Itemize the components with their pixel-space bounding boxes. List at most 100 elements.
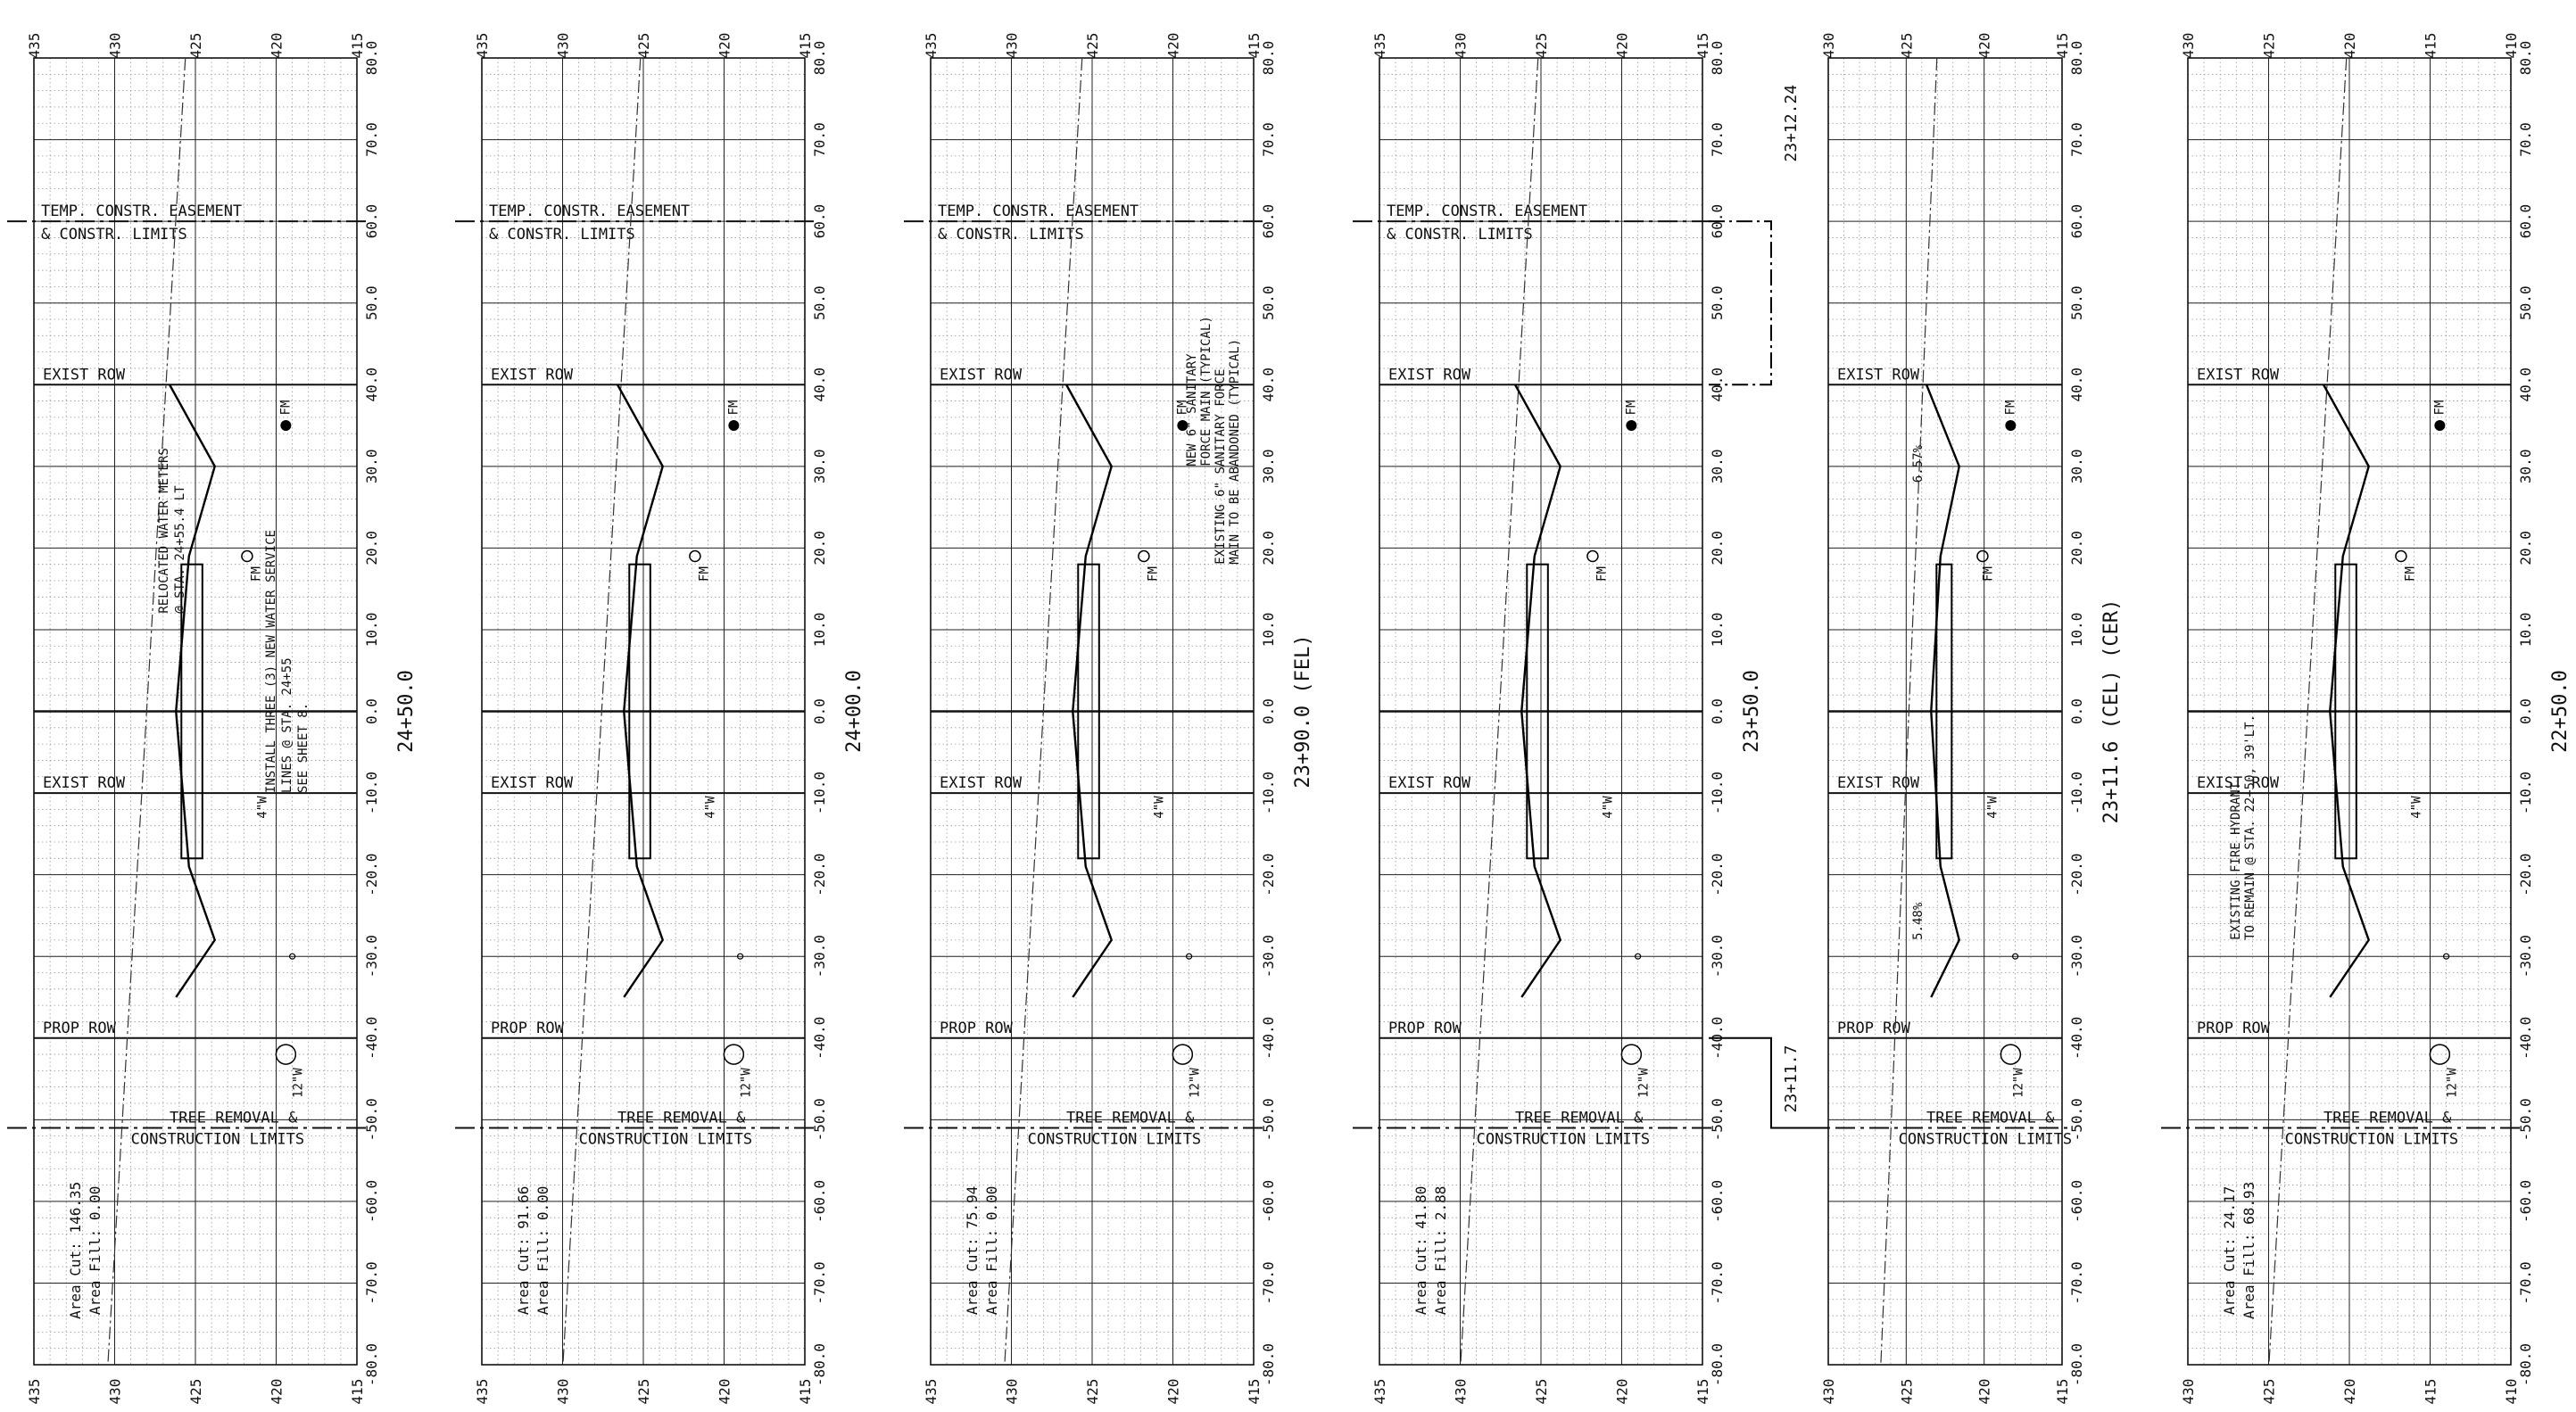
elevation-tick-label-bottom: 415 [1694, 1379, 1711, 1405]
tce-label-2: & CONSTR. LIMITS [1387, 226, 1533, 244]
elevation-tick-label-top: 410 [2503, 33, 2520, 59]
water-4in-label: 4"W [256, 796, 270, 819]
small-utility-symbol [1634, 953, 1642, 960]
exist-row-label-bottom: EXIST ROW [1388, 774, 1471, 792]
offset-tick-label: 60.0 [2068, 204, 2085, 239]
offset-tick-label: 30.0 [811, 450, 828, 484]
offset-tick-label: 20.0 [2517, 531, 2534, 566]
station-label: 23+11.6 (CEL) (CER) [2100, 599, 2123, 824]
proposed-section-line [1925, 384, 1960, 998]
offset-tick-label: -20.0 [363, 854, 380, 896]
proposed-section-line [168, 384, 217, 998]
match-line-upper [1709, 220, 1772, 386]
existing-ground-line [562, 57, 642, 1366]
note-text: RELOCATED WATER METERS [157, 448, 171, 613]
elevation-tick-label-bottom: 430 [1453, 1379, 1470, 1405]
offset-tick-label: -60.0 [1260, 1180, 1277, 1223]
water-12in-label: 12"W [291, 1068, 305, 1098]
offset-tick-label: -80.0 [1709, 1343, 1726, 1386]
offset-tick-label: -20.0 [1260, 854, 1277, 896]
prop-row-label: PROP ROW [2197, 1020, 2271, 1037]
offset-tick-label: -50.0 [363, 1098, 380, 1141]
note-text: LINES @ STA. 24+55 [280, 657, 294, 793]
offset-tick-label: -30.0 [811, 935, 828, 978]
new-force-main-symbol [1626, 420, 1637, 432]
elevation-tick-label-top: 425 [635, 33, 652, 59]
fm-label-new: FM [1175, 400, 1189, 416]
tce-label: TEMP. CONSTR. EASEMENT [1387, 202, 1587, 220]
elevation-tick-label-top: 415 [2423, 33, 2439, 59]
elevation-tick-label-top: 415 [1694, 33, 1711, 59]
offset-tick-label: 70.0 [1260, 122, 1277, 157]
elevation-tick-label-top: 415 [1246, 33, 1263, 59]
pavement-box [1935, 563, 1953, 860]
elevation-tick-label-bottom: 415 [797, 1379, 814, 1405]
station-label: 24+50.0 [395, 670, 418, 753]
offset-tick-label: -10.0 [363, 772, 380, 814]
offset-tick-label: 10.0 [2068, 613, 2085, 648]
note-text: FORCE MAIN (TYPICAL) [1199, 316, 1213, 467]
water-12in-symbol [275, 1044, 297, 1065]
elevation-tick-label-bottom: 410 [2503, 1379, 2520, 1405]
offset-tick-label: -10.0 [1709, 772, 1726, 814]
water-12in-label: 12"W [2011, 1068, 2025, 1098]
note-text: INSTALL THREE (3) NEW WATER SERVICE [264, 530, 278, 793]
offset-tick-label: 0.0 [2068, 698, 2085, 724]
offset-tick-label: -80.0 [1260, 1343, 1277, 1386]
area-fill-label: Area Fill: 0.00 [87, 1186, 104, 1316]
elevation-tick-label-bottom: 425 [1084, 1379, 1101, 1405]
elevation-tick-label-top: 420 [1976, 33, 1993, 59]
fm-label-existing: FM [1981, 566, 1995, 582]
water-4in-label: 4"W [2410, 796, 2424, 819]
offset-tick-label: 0.0 [1709, 698, 1726, 724]
existing-force-main-symbol [1586, 549, 1599, 563]
elevation-tick-label-top: 430 [1453, 33, 1470, 59]
existing-ground-line [2268, 57, 2348, 1366]
elevation-tick-label-bottom: 430 [2180, 1379, 2197, 1405]
offset-tick-label: -70.0 [1709, 1261, 1726, 1304]
tce-label: TEMP. CONSTR. EASEMENT [489, 202, 690, 220]
offset-tick-label: -40.0 [363, 1017, 380, 1060]
offset-tick-label: 30.0 [2068, 450, 2085, 484]
existing-ground-line [1880, 57, 1938, 1366]
prop-row-label: PROP ROW [43, 1020, 117, 1037]
fm-label-existing: FM [1594, 566, 1609, 582]
area-cut-label: Area Cut: 75.94 [964, 1186, 981, 1316]
elevation-tick-label-bottom: 415 [1246, 1379, 1263, 1405]
elevation-tick-label-top: 425 [187, 33, 204, 59]
note-text: NEW 6" SANITARY [1185, 353, 1199, 467]
proposed-section-line [1064, 384, 1114, 998]
water-12in-label: 12"W [1188, 1068, 1202, 1098]
elevation-tick-label-top: 420 [1165, 33, 1182, 59]
offset-tick-label: -80.0 [2068, 1343, 2085, 1386]
pavement-box [2334, 563, 2357, 860]
offset-tick-label: -40.0 [1260, 1017, 1277, 1060]
note-text: 23+12.24 [1782, 85, 1801, 162]
offset-tick-label: 60.0 [811, 204, 828, 239]
water-12in-symbol [723, 1044, 745, 1065]
offset-tick-label: 40.0 [1260, 367, 1277, 402]
offset-tick-label: -10.0 [2517, 772, 2534, 814]
note-text: EXISTING FIRE HYDRANT [2229, 781, 2243, 940]
area-cut-label: Area Cut: 41.80 [1412, 1186, 1429, 1316]
offset-tick-label: -60.0 [1709, 1180, 1726, 1223]
note-text: EXISTING 6" SANITARY FORCE [1213, 369, 1228, 565]
elevation-tick-label-bottom: 425 [635, 1379, 652, 1405]
station-label: 23+50.0 [1741, 670, 1763, 753]
offset-tick-label: -10.0 [2068, 772, 2085, 814]
exist-row-label-top: EXIST ROW [1388, 366, 1471, 384]
tree-removal-label-2: CONSTRUCTION LIMITS [131, 1130, 304, 1148]
tree-removal-label: TREE REMOVAL & [2323, 1109, 2452, 1127]
elevation-tick-label-bottom: 425 [2261, 1379, 2278, 1405]
offset-tick-label: 10.0 [2517, 613, 2534, 648]
note-text: MAIN TO BE ABANDONED (TYPICAL) [1228, 339, 1242, 565]
elevation-tick-label-bottom: 420 [269, 1379, 286, 1405]
station-label: 24+00.0 [843, 670, 866, 753]
water-12in-symbol [2429, 1044, 2451, 1065]
offset-tick-label: -30.0 [1709, 935, 1726, 978]
fm-label-new: FM [1624, 400, 1638, 416]
offset-tick-label: 10.0 [811, 613, 828, 648]
tree-removal-label-2: CONSTRUCTION LIMITS [2285, 1130, 2458, 1148]
note-text: @ STA. 24+55.4 LT [173, 485, 187, 614]
pavement-box [628, 563, 651, 860]
